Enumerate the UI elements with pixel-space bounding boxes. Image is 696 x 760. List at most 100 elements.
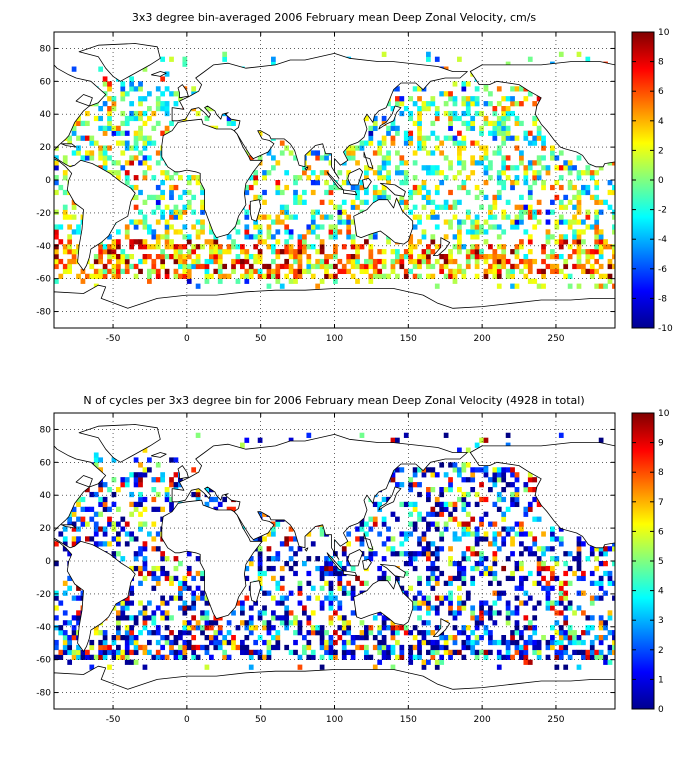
bin-cell xyxy=(337,268,343,275)
bin-cell xyxy=(474,86,480,92)
bin-cell xyxy=(368,140,374,146)
bin-cell xyxy=(217,254,223,260)
bin-cell xyxy=(372,551,378,557)
bin-cell xyxy=(612,244,615,250)
bin-cell xyxy=(116,263,121,270)
bin-cell xyxy=(89,664,95,670)
bin-cell xyxy=(133,659,139,665)
bin-cell xyxy=(443,110,449,117)
bin-cell xyxy=(399,199,405,205)
bin-cell xyxy=(554,610,560,616)
bin-cell xyxy=(430,239,436,245)
bin-cell xyxy=(231,263,236,270)
x-tick-label: 200 xyxy=(474,334,491,344)
bin-cell xyxy=(527,639,533,646)
bin-cell xyxy=(372,234,378,240)
bin-cell xyxy=(315,595,321,601)
bin-cell xyxy=(492,273,498,279)
bin-cell xyxy=(527,263,533,270)
bin-cell xyxy=(483,86,489,92)
bin-cell xyxy=(76,224,81,230)
bin-cell xyxy=(341,180,347,186)
bin-cell xyxy=(532,278,538,284)
bin-cell xyxy=(603,546,608,552)
bin-cell xyxy=(93,541,99,547)
bin-cell xyxy=(133,239,139,245)
bin-cell xyxy=(519,150,524,156)
bin-cell xyxy=(492,477,498,483)
bin-cell xyxy=(527,506,533,512)
bin-cell xyxy=(257,155,263,161)
x-tick-label: -50 xyxy=(106,715,121,725)
bin-cell xyxy=(337,575,343,582)
bin-cell xyxy=(434,580,440,586)
bin-cell xyxy=(585,649,591,656)
bin-cell xyxy=(319,600,325,606)
bin-cell xyxy=(355,204,360,210)
bin-cell xyxy=(514,477,520,483)
bin-cell xyxy=(381,654,387,660)
bin-cell xyxy=(333,184,338,191)
bin-cell xyxy=(297,244,303,250)
bin-cell xyxy=(169,639,174,646)
bin-cell xyxy=(505,432,511,438)
bin-cell xyxy=(279,219,285,225)
bin-cell xyxy=(178,630,183,636)
bin-cell xyxy=(213,506,219,512)
bin-cell xyxy=(443,526,449,532)
bin-cell xyxy=(240,639,245,646)
bin-cell xyxy=(138,189,143,196)
bin-cell xyxy=(514,605,520,611)
bin-cell xyxy=(293,254,298,260)
bin-cell xyxy=(381,615,387,621)
bin-cell xyxy=(319,199,325,205)
colorbar-tick-label: 6 xyxy=(658,527,664,537)
bin-cell xyxy=(412,160,418,166)
bin-cell xyxy=(492,575,498,582)
bin-cell xyxy=(116,244,121,250)
bin-cell xyxy=(395,254,400,260)
bin-cell xyxy=(217,268,223,275)
bin-cell xyxy=(496,654,502,660)
bin-cell xyxy=(434,659,440,665)
bin-cell xyxy=(386,125,391,131)
bin-cell xyxy=(417,511,422,517)
bin-cell xyxy=(182,189,188,196)
bin-cell xyxy=(310,180,316,186)
bin-cell xyxy=(138,209,143,215)
bin-cell xyxy=(76,229,81,235)
bin-cell xyxy=(412,654,418,660)
bin-cell xyxy=(461,160,467,166)
bin-cell xyxy=(554,639,560,646)
bin-cell xyxy=(164,125,170,131)
bin-cell xyxy=(293,620,298,626)
bin-cell xyxy=(138,521,143,527)
bin-cell xyxy=(576,283,582,289)
bin-cell xyxy=(527,659,533,665)
bin-cell xyxy=(129,630,135,636)
bin-cell xyxy=(169,239,174,245)
bin-cell xyxy=(461,630,467,636)
bin-cell xyxy=(501,155,507,161)
bin-cell xyxy=(417,467,422,473)
bin-cell xyxy=(160,551,166,557)
bin-cell xyxy=(461,96,467,102)
bin-cell xyxy=(443,219,449,225)
bin-cell xyxy=(142,649,148,656)
bin-cell xyxy=(204,625,210,631)
bin-cell xyxy=(129,511,135,517)
bin-cell xyxy=(536,209,542,215)
bin-cell xyxy=(496,664,502,670)
bin-cell xyxy=(147,273,152,279)
bin-cell xyxy=(240,263,245,270)
bin-cell xyxy=(452,575,458,582)
bin-cell xyxy=(501,590,507,596)
bin-cell xyxy=(461,506,467,512)
bin-cell xyxy=(235,219,241,225)
bin-cell xyxy=(293,570,298,577)
bin-cell xyxy=(395,639,400,646)
bin-cell xyxy=(147,639,152,646)
bin-cell xyxy=(107,145,112,151)
bin-cell xyxy=(474,635,480,641)
bin-cell xyxy=(355,536,360,542)
